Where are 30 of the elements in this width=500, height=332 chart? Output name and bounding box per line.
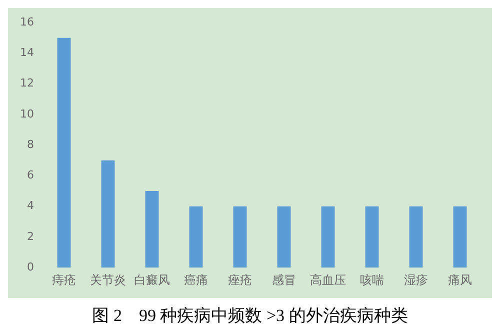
x-tick-label: 咳喘 [360,272,384,287]
bar [101,160,115,268]
y-tick-label: 16 [20,15,34,28]
y-tick-label: 0 [26,260,34,274]
y-tick-label: 2 [26,230,34,243]
x-tick-label: 癌痛 [184,272,208,287]
y-tick-label: 4 [26,199,34,212]
bar [453,206,467,268]
y-tick-label: 12 [20,76,34,90]
x-tick-label: 感冒 [272,272,296,287]
x-tick-label: 高血压 [310,272,346,287]
y-tick-label: 14 [20,46,34,60]
y-tick-label: 8 [26,138,34,151]
bar [365,206,379,268]
text: 图 2 99 种疾病中频数 >3 的外治疾病种类 [91,305,409,327]
bar [409,206,423,268]
bar [277,206,291,268]
x-tick-label: 痔疮 [52,272,76,287]
bar [321,206,335,268]
x-tick-label: 痤疮 [228,272,252,287]
y-tick-label: 6 [26,168,34,182]
x-tick-label: 湿疹 [404,272,428,287]
y-tick-label: 10 [20,107,34,120]
bar [189,206,203,268]
x-tick-label: 白癜风 [134,272,170,287]
bar [57,38,71,268]
bar [233,206,247,268]
x-tick-label: 关节炎 [90,272,126,287]
x-tick-label: 痛风 [448,272,472,287]
bar [145,191,159,268]
